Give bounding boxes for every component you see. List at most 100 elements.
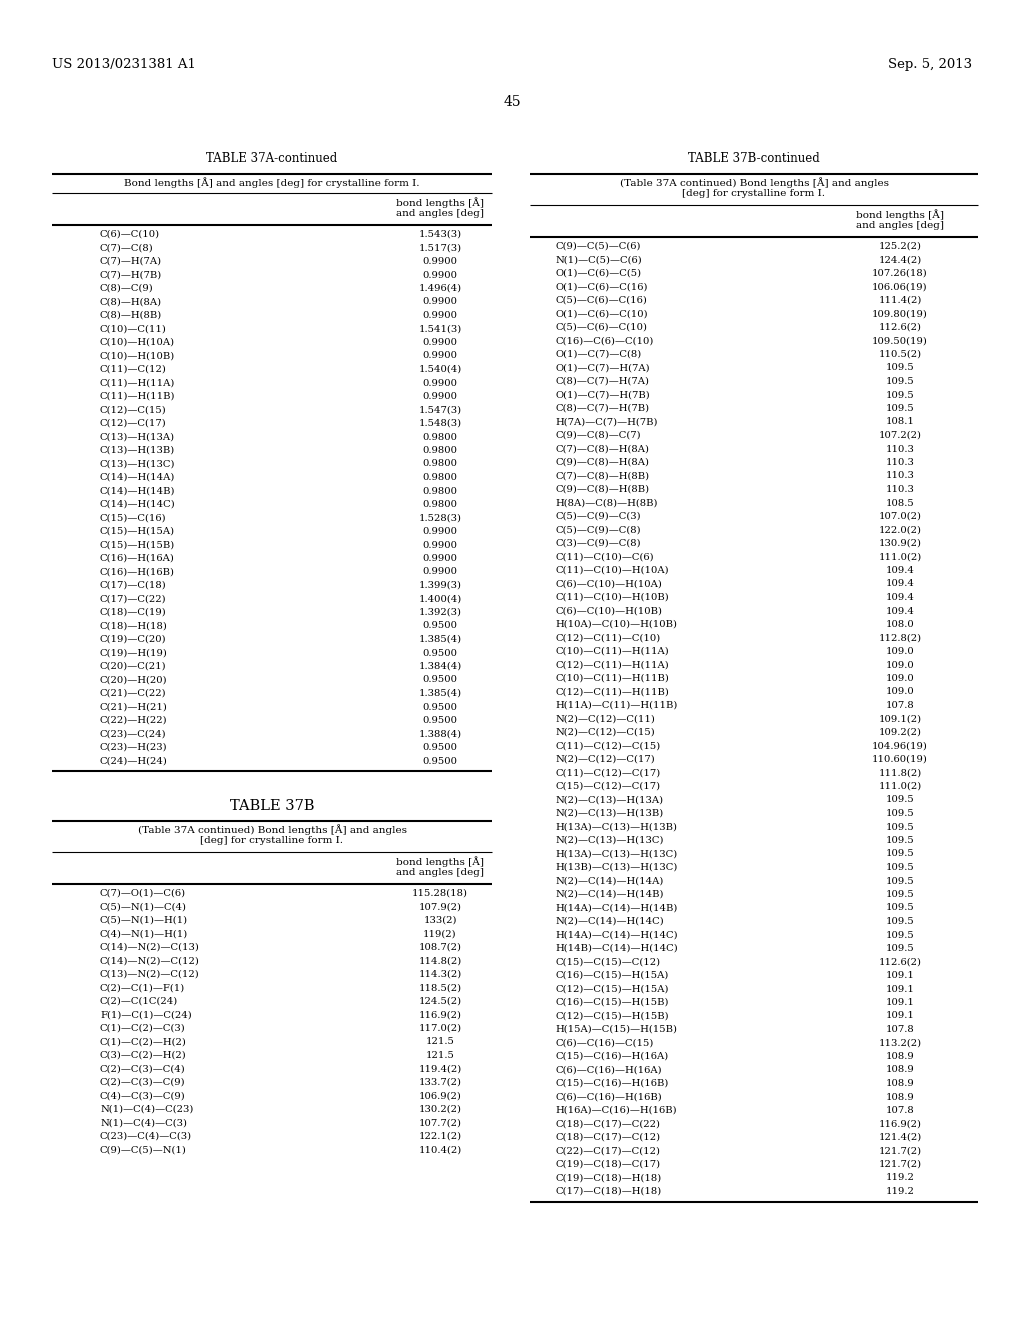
Text: 121.5: 121.5 — [426, 1038, 455, 1047]
Text: 0.9500: 0.9500 — [423, 622, 458, 631]
Text: 107.8: 107.8 — [886, 701, 914, 710]
Text: C(7)—C(8)—H(8A): C(7)—C(8)—H(8A) — [555, 445, 649, 454]
Text: C(5)—N(1)—H(1): C(5)—N(1)—H(1) — [100, 916, 188, 925]
Text: 121.7(2): 121.7(2) — [879, 1147, 922, 1155]
Text: C(8)—C(9): C(8)—C(9) — [100, 284, 154, 293]
Text: 106.9(2): 106.9(2) — [419, 1092, 462, 1101]
Text: 0.9900: 0.9900 — [423, 527, 458, 536]
Text: TABLE 37B: TABLE 37B — [229, 799, 314, 813]
Text: 109.1: 109.1 — [886, 998, 914, 1007]
Text: C(10)—C(11)—H(11B): C(10)—C(11)—H(11B) — [555, 675, 669, 682]
Text: C(5)—C(6)—C(10): C(5)—C(6)—C(10) — [555, 323, 647, 333]
Text: 114.3(2): 114.3(2) — [419, 970, 462, 979]
Text: C(7)—H(7A): C(7)—H(7A) — [100, 257, 162, 267]
Text: C(6)—C(16)—C(15): C(6)—C(16)—C(15) — [555, 1039, 653, 1048]
Text: C(19)—H(19): C(19)—H(19) — [100, 648, 168, 657]
Text: 0.9500: 0.9500 — [423, 756, 458, 766]
Text: (Table 37A continued) Bond lengths [Å] and angles
[deg] for crystalline form I.: (Table 37A continued) Bond lengths [Å] a… — [620, 177, 889, 198]
Text: C(14)—H(14C): C(14)—H(14C) — [100, 500, 176, 510]
Text: 107.8: 107.8 — [886, 1106, 914, 1115]
Text: 109.5: 109.5 — [886, 796, 914, 804]
Text: 109.0: 109.0 — [886, 688, 914, 697]
Text: 110.3: 110.3 — [886, 484, 914, 494]
Text: C(23)—H(23): C(23)—H(23) — [100, 743, 168, 752]
Text: 117.0(2): 117.0(2) — [419, 1024, 462, 1034]
Text: 0.9900: 0.9900 — [423, 271, 458, 280]
Text: 130.9(2): 130.9(2) — [879, 539, 922, 548]
Text: C(24)—H(24): C(24)—H(24) — [100, 756, 168, 766]
Text: C(9)—C(8)—C(7): C(9)—C(8)—C(7) — [555, 432, 641, 440]
Text: C(5)—C(9)—C(8): C(5)—C(9)—C(8) — [555, 525, 641, 535]
Text: 112.8(2): 112.8(2) — [879, 634, 922, 643]
Text: 133.7(2): 133.7(2) — [419, 1078, 462, 1086]
Text: C(3)—C(2)—H(2): C(3)—C(2)—H(2) — [100, 1051, 186, 1060]
Text: 0.9900: 0.9900 — [423, 297, 458, 306]
Text: C(23)—C(4)—C(3): C(23)—C(4)—C(3) — [100, 1133, 193, 1140]
Text: C(18)—C(17)—C(22): C(18)—C(17)—C(22) — [555, 1119, 660, 1129]
Text: 1.547(3): 1.547(3) — [419, 405, 462, 414]
Text: C(2)—C(3)—C(4): C(2)—C(3)—C(4) — [100, 1064, 185, 1073]
Text: 1.543(3): 1.543(3) — [419, 230, 462, 239]
Text: 0.9800: 0.9800 — [423, 473, 458, 482]
Text: N(2)—C(14)—H(14A): N(2)—C(14)—H(14A) — [555, 876, 664, 886]
Text: 121.4(2): 121.4(2) — [879, 1133, 922, 1142]
Text: C(22)—H(22): C(22)—H(22) — [100, 715, 168, 725]
Text: 107.7(2): 107.7(2) — [419, 1118, 462, 1127]
Text: H(13A)—C(13)—H(13C): H(13A)—C(13)—H(13C) — [555, 850, 677, 858]
Text: 1.540(4): 1.540(4) — [419, 366, 462, 374]
Text: C(11)—C(10)—C(6): C(11)—C(10)—C(6) — [555, 553, 653, 561]
Text: bond lengths [Å]
and angles [deg]: bond lengths [Å] and angles [deg] — [856, 209, 944, 230]
Text: 109.0: 109.0 — [886, 660, 914, 669]
Text: C(3)—C(9)—C(8): C(3)—C(9)—C(8) — [555, 539, 641, 548]
Text: C(11)—C(12): C(11)—C(12) — [100, 366, 167, 374]
Text: C(15)—C(12)—C(17): C(15)—C(12)—C(17) — [555, 781, 660, 791]
Text: C(6)—C(10)—H(10B): C(6)—C(10)—H(10B) — [555, 606, 662, 615]
Text: 108.9: 108.9 — [886, 1078, 914, 1088]
Text: 109.5: 109.5 — [886, 822, 914, 832]
Text: Sep. 5, 2013: Sep. 5, 2013 — [888, 58, 972, 71]
Text: C(14)—H(14A): C(14)—H(14A) — [100, 473, 175, 482]
Text: C(19)—C(18)—H(18): C(19)—C(18)—H(18) — [555, 1173, 662, 1183]
Text: 113.2(2): 113.2(2) — [879, 1039, 922, 1048]
Text: 130.2(2): 130.2(2) — [419, 1105, 462, 1114]
Text: 110.3: 110.3 — [886, 471, 914, 480]
Text: O(1)—C(6)—C(16): O(1)—C(6)—C(16) — [555, 282, 647, 292]
Text: C(10)—H(10B): C(10)—H(10B) — [100, 351, 175, 360]
Text: N(2)—C(14)—H(14B): N(2)—C(14)—H(14B) — [555, 890, 664, 899]
Text: 109.5: 109.5 — [886, 903, 914, 912]
Text: H(14B)—C(14)—H(14C): H(14B)—C(14)—H(14C) — [555, 944, 678, 953]
Text: 109.1(2): 109.1(2) — [879, 714, 922, 723]
Text: C(10)—C(11)—H(11A): C(10)—C(11)—H(11A) — [555, 647, 669, 656]
Text: C(12)—C(15)—H(15A): C(12)—C(15)—H(15A) — [555, 985, 669, 994]
Text: 109.0: 109.0 — [886, 647, 914, 656]
Text: C(8)—C(7)—H(7A): C(8)—C(7)—H(7A) — [555, 378, 649, 385]
Text: 119(2): 119(2) — [423, 929, 457, 939]
Text: 108.1: 108.1 — [886, 417, 914, 426]
Text: C(9)—C(5)—N(1): C(9)—C(5)—N(1) — [100, 1146, 186, 1155]
Text: bond lengths [Å]
and angles [deg]: bond lengths [Å] and angles [deg] — [396, 855, 484, 878]
Text: 109.5: 109.5 — [886, 931, 914, 940]
Text: 111.0(2): 111.0(2) — [879, 781, 922, 791]
Text: C(23)—C(24): C(23)—C(24) — [100, 730, 167, 738]
Text: C(6)—C(16)—H(16B): C(6)—C(16)—H(16B) — [555, 1093, 662, 1101]
Text: N(2)—C(13)—H(13B): N(2)—C(13)—H(13B) — [555, 809, 664, 818]
Text: C(9)—C(5)—C(6): C(9)—C(5)—C(6) — [555, 242, 640, 251]
Text: 115.28(18): 115.28(18) — [412, 888, 468, 898]
Text: 121.7(2): 121.7(2) — [879, 1160, 922, 1170]
Text: N(1)—C(5)—C(6): N(1)—C(5)—C(6) — [555, 256, 642, 264]
Text: C(6)—C(10): C(6)—C(10) — [100, 230, 160, 239]
Text: 121.5: 121.5 — [426, 1051, 455, 1060]
Text: 119.2: 119.2 — [886, 1187, 914, 1196]
Text: C(15)—H(15B): C(15)—H(15B) — [100, 540, 175, 549]
Text: N(2)—C(13)—H(13A): N(2)—C(13)—H(13A) — [555, 796, 664, 804]
Text: 0.9800: 0.9800 — [423, 446, 458, 455]
Text: C(1)—C(2)—H(2): C(1)—C(2)—H(2) — [100, 1038, 186, 1047]
Text: Bond lengths [Å] and angles [deg] for crystalline form I.: Bond lengths [Å] and angles [deg] for cr… — [124, 177, 420, 187]
Text: C(7)—C(8)—H(8B): C(7)—C(8)—H(8B) — [555, 471, 649, 480]
Text: O(1)—C(6)—C(10): O(1)—C(6)—C(10) — [555, 309, 647, 318]
Text: 109.50(19): 109.50(19) — [872, 337, 928, 346]
Text: 109.4: 109.4 — [886, 579, 914, 589]
Text: C(11)—C(10)—H(10A): C(11)—C(10)—H(10A) — [555, 566, 669, 576]
Text: 109.5: 109.5 — [886, 836, 914, 845]
Text: H(11A)—C(11)—H(11B): H(11A)—C(11)—H(11B) — [555, 701, 677, 710]
